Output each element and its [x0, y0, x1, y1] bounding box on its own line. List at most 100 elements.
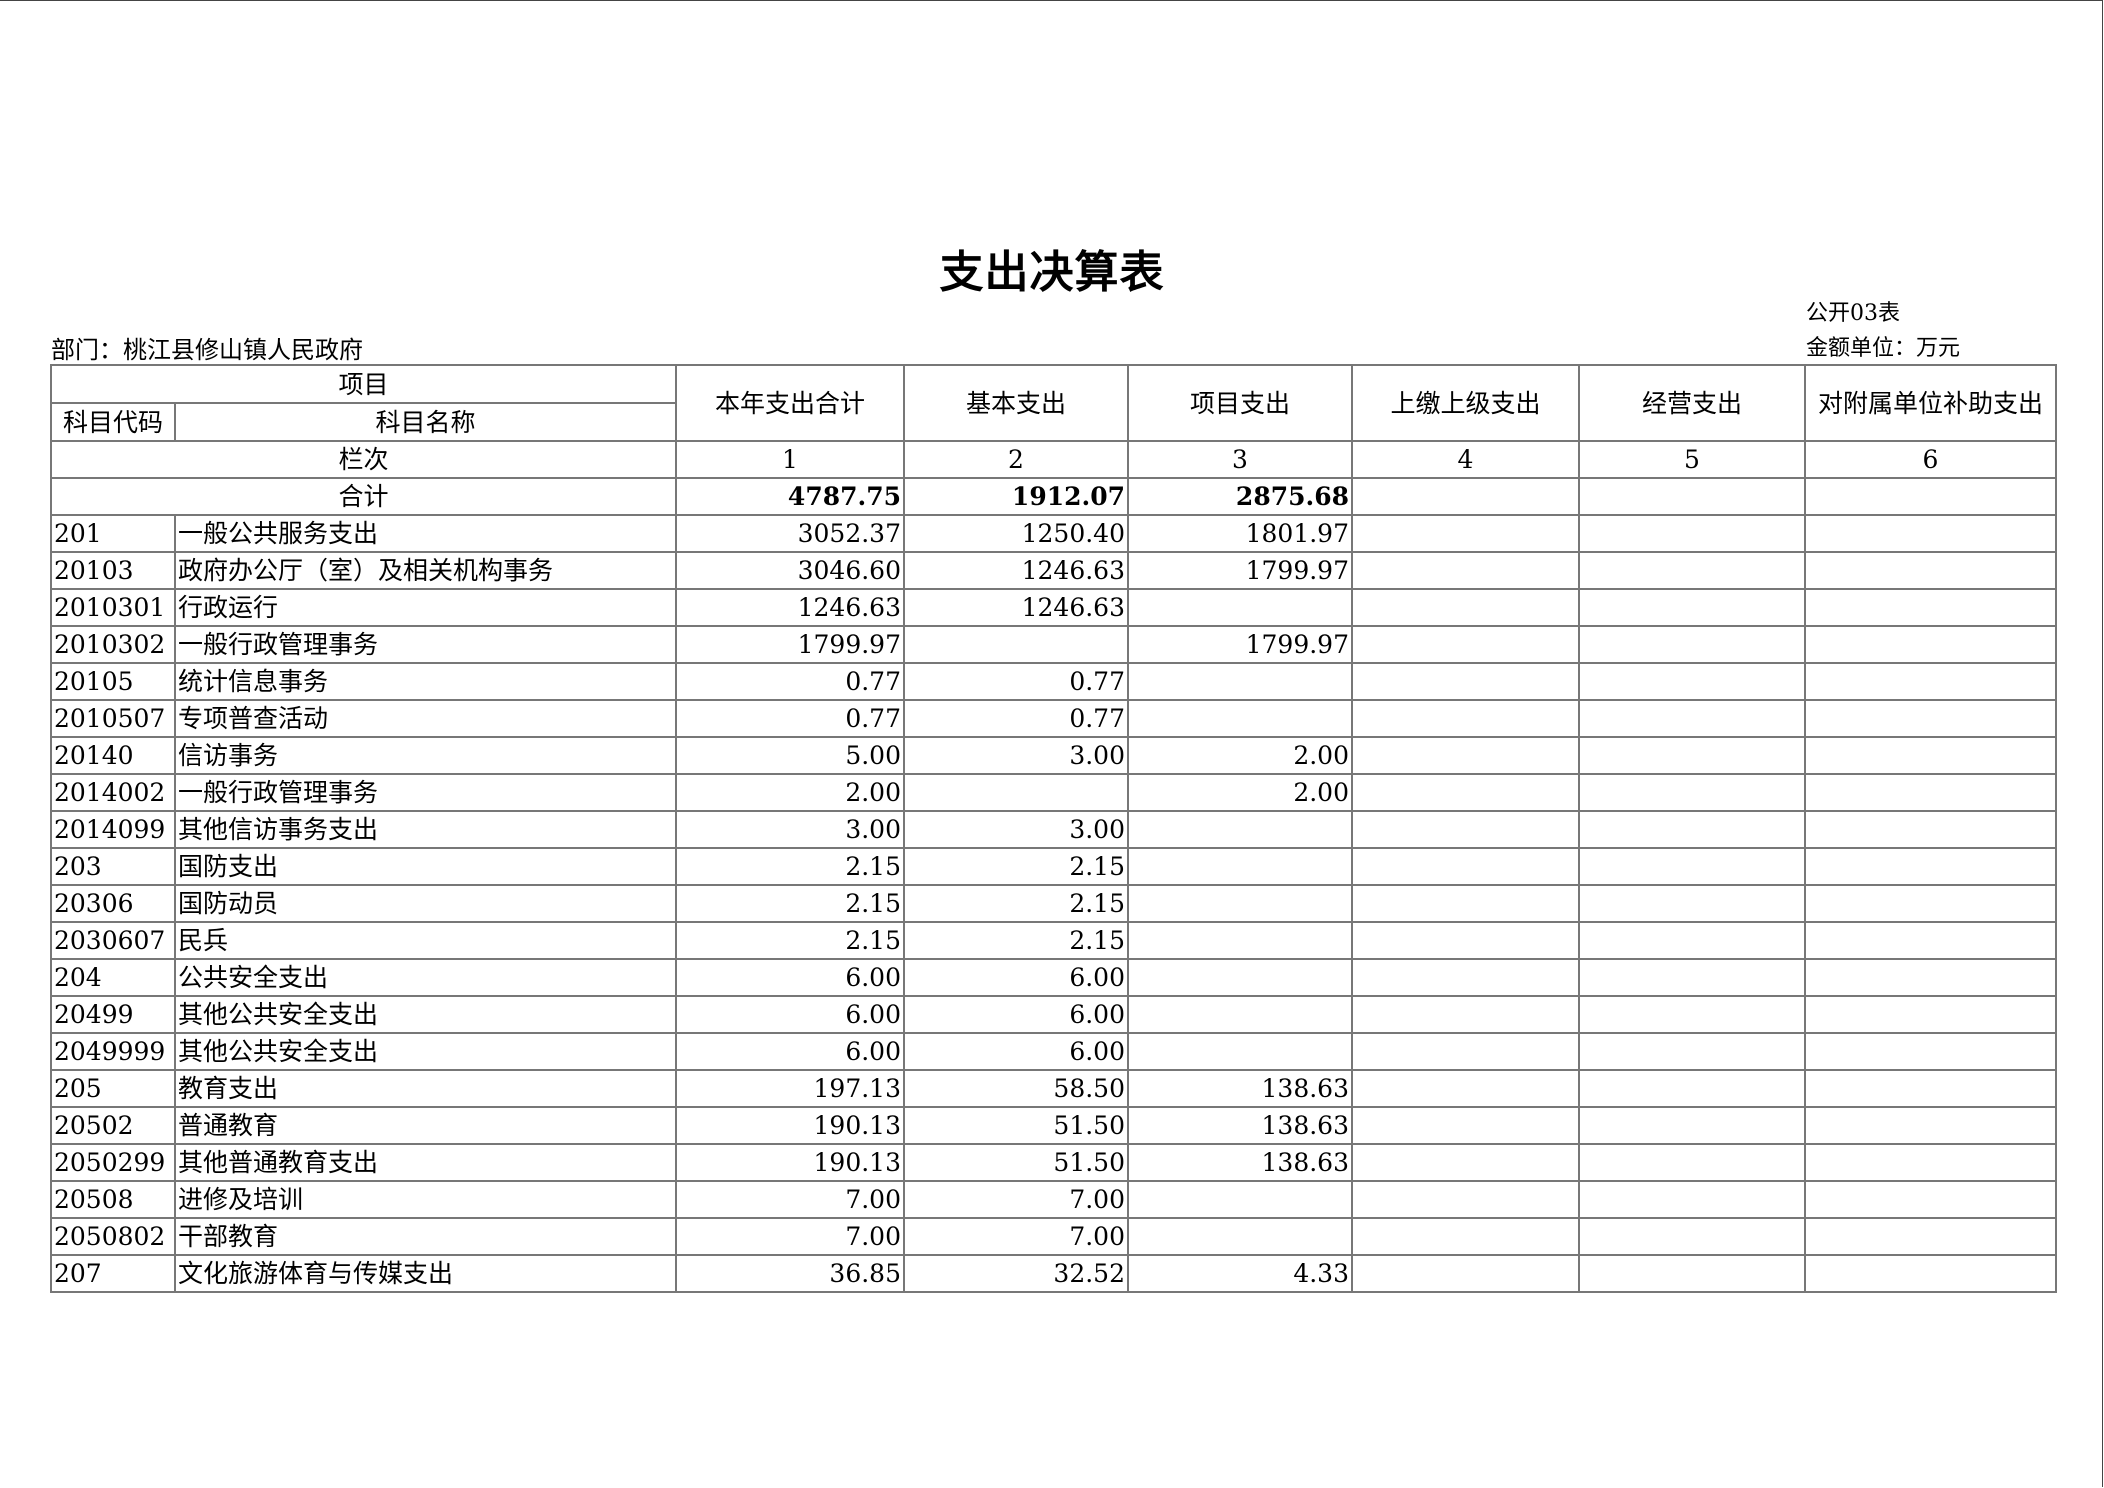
- amount-cell: 6.00: [675, 995, 905, 1034]
- subject-code: 20105: [50, 662, 176, 701]
- amount-cell: 51.50: [903, 1143, 1129, 1182]
- amount-cell: [1578, 921, 1806, 960]
- amount-cell: [1804, 810, 2057, 849]
- amount-cell: [1127, 921, 1353, 960]
- amount-cell: [1351, 1254, 1580, 1293]
- subject-name: 专项普查活动: [174, 699, 677, 738]
- amount-cell: [1578, 1106, 1806, 1145]
- column-number: 4: [1351, 440, 1580, 479]
- amount-cell: [1127, 995, 1353, 1034]
- amount-cell: [1804, 551, 2057, 590]
- amount-cell: [1578, 847, 1806, 886]
- amount-cell: 1799.97: [675, 625, 905, 664]
- table-row: 2014002 一般行政管理事务 2.00 2.00: [50, 773, 2057, 812]
- table-row: 2030607 民兵 2.15 2.15: [50, 921, 2057, 960]
- amount-cell: [1578, 810, 1806, 849]
- amount-cell: [1351, 1143, 1580, 1182]
- amount-cell: [1127, 1217, 1353, 1256]
- table-row: 2010507 专项普查活动 0.77 0.77: [50, 699, 2057, 738]
- total-row: 合计 4787.75 1912.07 2875.68: [50, 477, 2057, 516]
- amount-cell: 6.00: [675, 958, 905, 997]
- subject-code: 2014099: [50, 810, 176, 849]
- subject-name: 进修及培训: [174, 1180, 677, 1219]
- total-label: 合计: [50, 477, 677, 516]
- amount-cell: 0.77: [903, 662, 1129, 701]
- amount-cell: 2.15: [903, 921, 1129, 960]
- header-code: 科目代码: [50, 402, 176, 442]
- amount-cell: [1351, 1180, 1580, 1219]
- amount-cell: 197.13: [675, 1069, 905, 1108]
- table-row: 20508 进修及培训 7.00 7.00: [50, 1180, 2057, 1219]
- amount-cell: [1804, 995, 2057, 1034]
- amount-cell: [1127, 1032, 1353, 1071]
- amount-cell: 5.00: [675, 736, 905, 775]
- amount-cell: [1127, 810, 1353, 849]
- table-row: 2014099 其他信访事务支出 3.00 3.00: [50, 810, 2057, 849]
- amount-cell: 1246.63: [675, 588, 905, 627]
- amount-cell: [1127, 958, 1353, 997]
- amount-cell: 7.00: [903, 1180, 1129, 1219]
- amount-cell: 1246.63: [903, 551, 1129, 590]
- table-row: 20140 信访事务 5.00 3.00 2.00: [50, 736, 2057, 775]
- amount-cell: [1804, 958, 2057, 997]
- amount-cell: 6.00: [903, 1032, 1129, 1071]
- subject-name: 普通教育: [174, 1106, 677, 1145]
- subject-code: 2014002: [50, 773, 176, 812]
- subject-name: 一般行政管理事务: [174, 625, 677, 664]
- amount-cell: [1804, 662, 2057, 701]
- total-value: 4787.75: [675, 477, 905, 516]
- amount-cell: 1246.63: [903, 588, 1129, 627]
- table-row: 2050802 干部教育 7.00 7.00: [50, 1217, 2057, 1256]
- amount-cell: [1578, 514, 1806, 553]
- amount-cell: 6.00: [903, 995, 1129, 1034]
- total-value: 1912.07: [903, 477, 1129, 516]
- table-row: 20103 政府办公厅（室）及相关机构事务 3046.60 1246.63 1799.9…: [50, 551, 2057, 590]
- subject-name: 教育支出: [174, 1069, 677, 1108]
- amount-cell: 2.15: [675, 847, 905, 886]
- amount-cell: 32.52: [903, 1254, 1129, 1293]
- amount-cell: [1578, 884, 1806, 923]
- table-row: 2010301 行政运行 1246.63 1246.63: [50, 588, 2057, 627]
- table-row: 20499 其他公共安全支出 6.00 6.00: [50, 995, 2057, 1034]
- table-row: 204 公共安全支出 6.00 6.00: [50, 958, 2057, 997]
- header-col-2: 基本支出: [903, 364, 1129, 442]
- amount-cell: [1578, 773, 1806, 812]
- header-item: 项目: [50, 364, 677, 404]
- amount-cell: 6.00: [903, 958, 1129, 997]
- subject-code: 2030607: [50, 921, 176, 960]
- amount-cell: [1351, 995, 1580, 1034]
- header-col-1: 本年支出合计: [675, 364, 905, 442]
- amount-cell: [1127, 662, 1353, 701]
- table-row: 2010302 一般行政管理事务 1799.97 1799.97: [50, 625, 2057, 664]
- subject-name: 其他信访事务支出: [174, 810, 677, 849]
- subject-code: 20508: [50, 1180, 176, 1219]
- subject-name: 国防动员: [174, 884, 677, 923]
- amount-cell: [1578, 662, 1806, 701]
- total-value: [1351, 477, 1580, 516]
- amount-cell: [1804, 1217, 2057, 1256]
- amount-cell: 4.33: [1127, 1254, 1353, 1293]
- subject-name: 其他公共安全支出: [174, 1032, 677, 1071]
- header-col-5: 经营支出: [1578, 364, 1806, 442]
- amount-cell: 2.15: [903, 847, 1129, 886]
- amount-cell: [1804, 588, 2057, 627]
- subject-name: 国防支出: [174, 847, 677, 886]
- amount-cell: [1578, 625, 1806, 664]
- amount-cell: 7.00: [675, 1217, 905, 1256]
- table-row: 20502 普通教育 190.13 51.50 138.63: [50, 1106, 2057, 1145]
- amount-cell: [1804, 736, 2057, 775]
- amount-cell: 0.77: [675, 699, 905, 738]
- amount-cell: [1127, 1180, 1353, 1219]
- amount-cell: 2.00: [675, 773, 905, 812]
- subject-name: 统计信息事务: [174, 662, 677, 701]
- amount-cell: [1351, 1217, 1580, 1256]
- subject-name: 一般公共服务支出: [174, 514, 677, 553]
- amount-cell: [1578, 551, 1806, 590]
- amount-cell: [1804, 1254, 2057, 1293]
- subject-code: 203: [50, 847, 176, 886]
- amount-cell: [1351, 810, 1580, 849]
- subject-code: 2010302: [50, 625, 176, 664]
- table-row: 20306 国防动员 2.15 2.15: [50, 884, 2057, 923]
- table-row: 203 国防支出 2.15 2.15: [50, 847, 2057, 886]
